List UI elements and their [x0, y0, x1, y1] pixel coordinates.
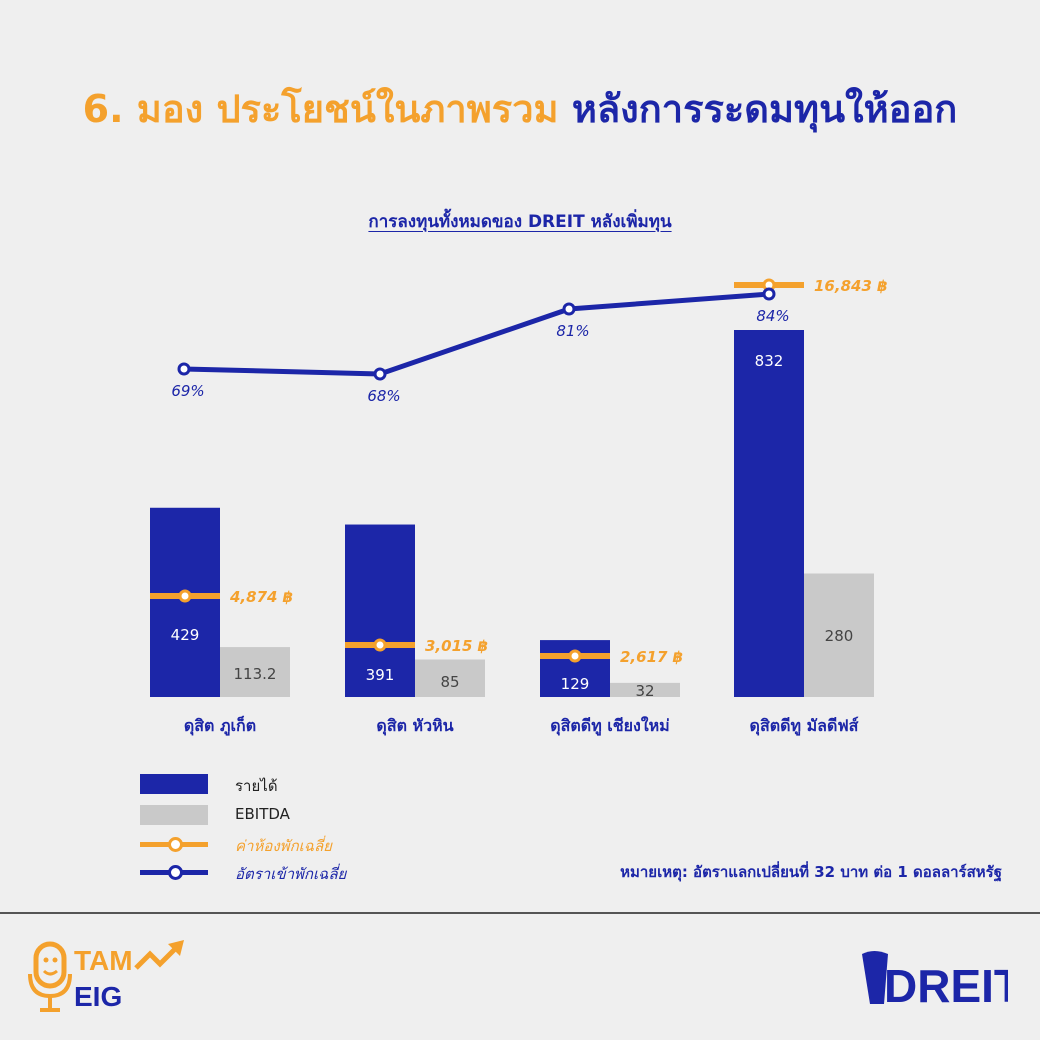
ebitda-label: 85	[440, 673, 459, 691]
microphone-icon	[33, 941, 67, 989]
ebitda-label: 280	[825, 627, 854, 645]
revenue-label: 391	[366, 666, 395, 684]
occupancy-label: 84%	[756, 307, 789, 325]
occupancy-label: 81%	[556, 322, 589, 340]
occupancy-label: 68%	[367, 387, 400, 405]
page-title: 6. มอง ประโยชน์ในภาพรวม หลังการระดมทุนให…	[0, 78, 1040, 139]
room-rate-point	[178, 589, 192, 603]
revenue-bar	[734, 330, 804, 697]
ebitda-label: 113.2	[234, 665, 277, 683]
combo-chart: 429 113.2 ดุสิต ภูเก็ต 391 85 ดุสิต หัวหิน 129…	[150, 277, 888, 737]
ebitda-bar	[415, 659, 485, 697]
legend-label-revenue: รายได้	[235, 777, 278, 795]
occupancy-label: 69%	[171, 382, 204, 400]
logo-right-text: DREIT	[884, 960, 1008, 1010]
room-rate-label: 2,617 ฿	[620, 648, 683, 666]
category-label: ดุสิต หัวหิน	[376, 716, 453, 736]
legend-label-room-rate: ค่าห้องพักเฉลี่ย	[235, 837, 332, 855]
dreit-logo: DREIT	[862, 951, 1008, 1010]
logo-left-bottom-text: EIG	[74, 981, 122, 1012]
category-label: ดุสิตดีทู มัลดีฟส์	[750, 716, 859, 737]
legend-label-occupancy: อัตราเข้าพักเฉลี่ย	[235, 865, 347, 883]
occupancy-point	[762, 287, 776, 301]
room-rate-point	[568, 649, 582, 663]
revenue-label: 129	[561, 675, 590, 693]
footnote: หมายเหตุ: อัตราแลกเปลี่ยนที่ 32 บาท ต่อ …	[620, 863, 1002, 881]
legend-marker-occupancy	[168, 865, 183, 880]
revenue-label: 832	[755, 352, 784, 370]
room-rate-label: 4,874 ฿	[229, 588, 293, 606]
room-rate-label: 16,843 ฿	[814, 277, 888, 295]
divider	[0, 912, 1040, 914]
room-rate-point	[373, 638, 387, 652]
ebitda-bar	[220, 647, 290, 697]
chart-title: การลงทุนทั้งหมดของ DREIT หลังเพิ่มทุน	[368, 212, 672, 232]
title-part-1: 6. มอง	[82, 87, 204, 131]
title-part-2: ประโยชน์ในภาพรวม	[216, 87, 559, 131]
dreit-logo-mark	[862, 951, 888, 1004]
ebitda-label: 32	[635, 682, 654, 700]
title-part-3: หลังการระดมทุนให้ออก	[571, 87, 958, 131]
ebitda-bar	[804, 573, 874, 697]
occupancy-point	[562, 302, 576, 316]
revenue-label: 429	[171, 626, 200, 644]
occupancy-point	[177, 362, 191, 376]
legend-swatch-revenue	[140, 774, 208, 794]
category-label: ดุสิตดีทู เชียงใหม่	[550, 716, 669, 737]
growth-arrow-icon	[134, 944, 180, 970]
revenue-bar	[345, 524, 415, 697]
legend-swatch-ebitda	[140, 805, 208, 825]
logo-left-top-text: TAM	[74, 945, 133, 976]
occupancy-point	[373, 367, 387, 381]
tameig-logo: TAM EIG	[28, 940, 184, 1012]
legend-label-ebitda: EBITDA	[235, 805, 290, 823]
ebitda-bar	[610, 682, 680, 697]
legend-marker-room-rate	[168, 837, 183, 852]
occupancy-line	[183, 291, 770, 377]
room-rate-label: 3,015 ฿	[425, 637, 488, 655]
category-label: ดุสิต ภูเก็ต	[184, 714, 256, 737]
